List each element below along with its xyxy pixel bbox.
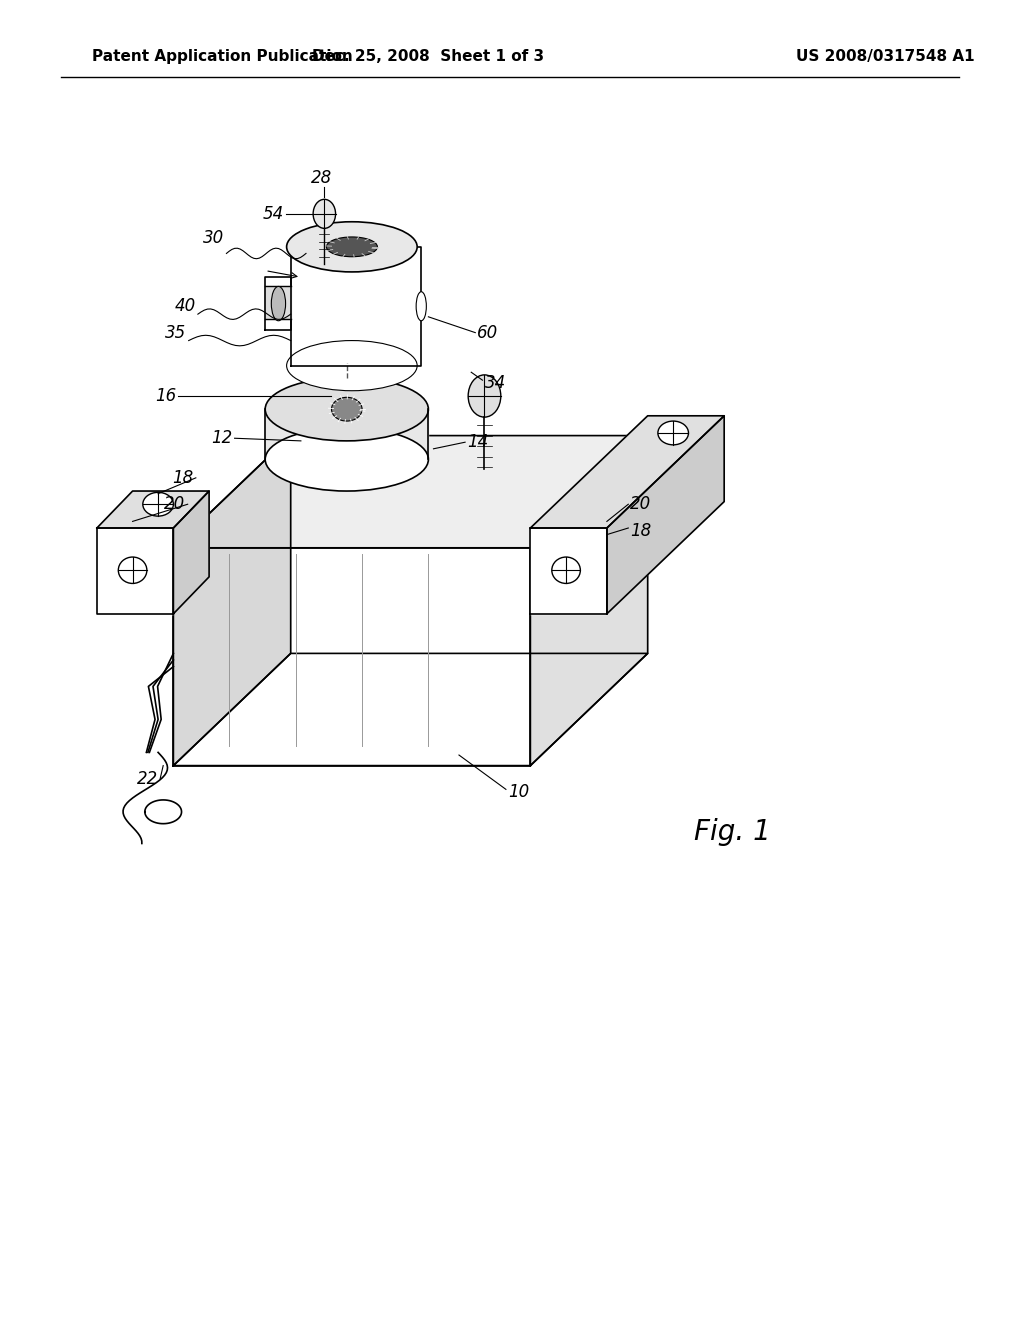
Text: Fig. 1: Fig. 1 xyxy=(693,817,770,846)
Ellipse shape xyxy=(142,492,173,516)
Text: Dec. 25, 2008  Sheet 1 of 3: Dec. 25, 2008 Sheet 1 of 3 xyxy=(312,49,545,65)
Polygon shape xyxy=(97,491,209,528)
Polygon shape xyxy=(530,436,647,766)
Ellipse shape xyxy=(271,286,286,321)
Ellipse shape xyxy=(332,397,362,421)
Text: 60: 60 xyxy=(477,323,499,342)
Text: 34: 34 xyxy=(484,374,506,392)
Text: 40: 40 xyxy=(174,297,196,315)
Ellipse shape xyxy=(119,557,146,583)
Polygon shape xyxy=(265,286,291,319)
Polygon shape xyxy=(265,277,291,330)
Ellipse shape xyxy=(552,557,581,583)
Text: 28: 28 xyxy=(310,169,332,187)
Text: 35: 35 xyxy=(166,323,186,342)
Polygon shape xyxy=(530,416,724,528)
Ellipse shape xyxy=(313,199,336,228)
Text: 16: 16 xyxy=(156,387,176,405)
Text: 10: 10 xyxy=(508,783,529,801)
Ellipse shape xyxy=(468,375,501,417)
Ellipse shape xyxy=(287,222,417,272)
Polygon shape xyxy=(173,436,291,766)
Text: Patent Application Publication: Patent Application Publication xyxy=(92,49,352,65)
Text: 22: 22 xyxy=(137,770,158,788)
Text: 20: 20 xyxy=(165,495,185,513)
Text: 18: 18 xyxy=(172,469,194,487)
Polygon shape xyxy=(291,247,421,366)
Text: 18: 18 xyxy=(631,521,651,540)
Polygon shape xyxy=(173,436,647,548)
Polygon shape xyxy=(173,548,530,766)
Polygon shape xyxy=(530,528,607,614)
Ellipse shape xyxy=(327,236,378,256)
Text: 54: 54 xyxy=(262,205,284,223)
Ellipse shape xyxy=(265,378,428,441)
Polygon shape xyxy=(97,528,173,614)
Polygon shape xyxy=(607,416,724,614)
Text: 30: 30 xyxy=(203,228,224,247)
Ellipse shape xyxy=(657,421,688,445)
Polygon shape xyxy=(173,653,647,766)
Ellipse shape xyxy=(416,292,426,321)
Text: US 2008/0317548 A1: US 2008/0317548 A1 xyxy=(796,49,974,65)
Ellipse shape xyxy=(265,428,428,491)
Polygon shape xyxy=(265,409,428,459)
Ellipse shape xyxy=(287,341,417,391)
Text: 20: 20 xyxy=(631,495,651,513)
Polygon shape xyxy=(173,491,209,614)
Text: 14: 14 xyxy=(467,433,488,451)
Text: 12: 12 xyxy=(211,429,232,447)
